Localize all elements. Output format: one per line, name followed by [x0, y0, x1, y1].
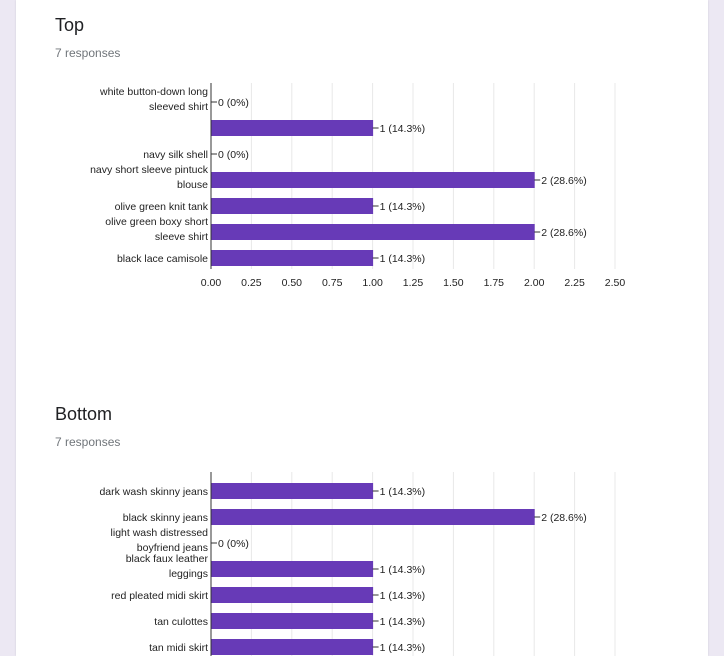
top-data-label: 2 (28.6%) — [541, 227, 587, 239]
response-count: 7 responses — [55, 46, 121, 60]
bottom-category-label: dark wash skinny jeans — [99, 486, 208, 498]
top-data-label: 2 (28.6%) — [541, 175, 587, 187]
top-x-tick-label: 1.25 — [403, 277, 424, 289]
top-category-label: olive green knit tank — [115, 201, 209, 213]
top-bar — [211, 250, 374, 266]
top-x-tick-label: 0.00 — [201, 277, 222, 289]
bottom-category-label: light wash distressed boyfriend jeans — [111, 527, 209, 554]
top-x-tick-label: 0.75 — [322, 277, 343, 289]
top-x-tick-label: 2.25 — [564, 277, 585, 289]
top-category-label: white button-down long sleeved shirt — [99, 86, 208, 113]
top-data-label: 1 (14.3%) — [380, 253, 426, 265]
top-data-label: 1 (14.3%) — [380, 201, 426, 213]
top-x-tick-label: 1.75 — [484, 277, 505, 289]
bottom-bar — [211, 509, 535, 525]
bottom-bar — [211, 483, 374, 499]
question-title: Bottom — [55, 404, 113, 424]
top-x-tick-label: 2.00 — [524, 277, 545, 289]
top-category-label: olive green boxy short sleeve shirt — [105, 216, 208, 243]
top-bar — [211, 172, 535, 188]
bottom-category-label: tan culottes — [154, 616, 208, 628]
top-bar — [211, 120, 374, 136]
bottom-data-label: 1 (14.3%) — [380, 590, 426, 602]
top-data-label: 0 (0%) — [218, 97, 249, 109]
bottom-bar — [211, 587, 374, 603]
top-x-tick-label: 2.50 — [605, 277, 626, 289]
top-data-label: 0 (0%) — [218, 149, 249, 161]
bottom-category-label: black skinny jeans — [123, 512, 208, 524]
bottom-category-label: black faux leather leggings — [126, 553, 209, 580]
top-bar — [211, 224, 535, 240]
top-category-label: navy silk shell — [143, 149, 208, 161]
top-x-tick-label: 0.25 — [241, 277, 262, 289]
bottom-bar — [211, 639, 374, 655]
top-bar — [211, 198, 374, 214]
top-x-tick-label: 0.50 — [282, 277, 303, 289]
top-category-label: black lace camisole — [117, 253, 208, 265]
bottom-category-label: tan midi skirt — [149, 642, 208, 654]
top-x-tick-label: 1.50 — [443, 277, 464, 289]
form-summary-card: Top 7 responses white button-down long sl… — [16, 0, 708, 656]
bottom-data-label: 0 (0%) — [218, 538, 249, 550]
bottom-data-label: 2 (28.6%) — [541, 512, 587, 524]
top-x-tick-label: 1.00 — [362, 277, 383, 289]
bottom-data-label: 1 (14.3%) — [380, 486, 426, 498]
top-data-label: 1 (14.3%) — [380, 123, 426, 135]
response-count: 7 responses — [55, 435, 121, 449]
bottom-bar — [211, 613, 374, 629]
bottom-bar — [211, 561, 374, 577]
top-category-label: navy short sleeve pintuck blouse — [90, 164, 209, 191]
bottom-data-label: 1 (14.3%) — [380, 616, 426, 628]
bottom-data-label: 1 (14.3%) — [380, 642, 426, 654]
top-bar-chart: white button-down long sleeved shirt 0 (0%… — [90, 83, 626, 289]
question-title: Top — [55, 15, 85, 35]
bottom-bar-chart: dark wash skinny jeans 1 (14.3%) black ski… — [99, 472, 616, 656]
bottom-category-label: red pleated midi skirt — [111, 590, 208, 602]
bottom-data-label: 1 (14.3%) — [380, 564, 426, 576]
